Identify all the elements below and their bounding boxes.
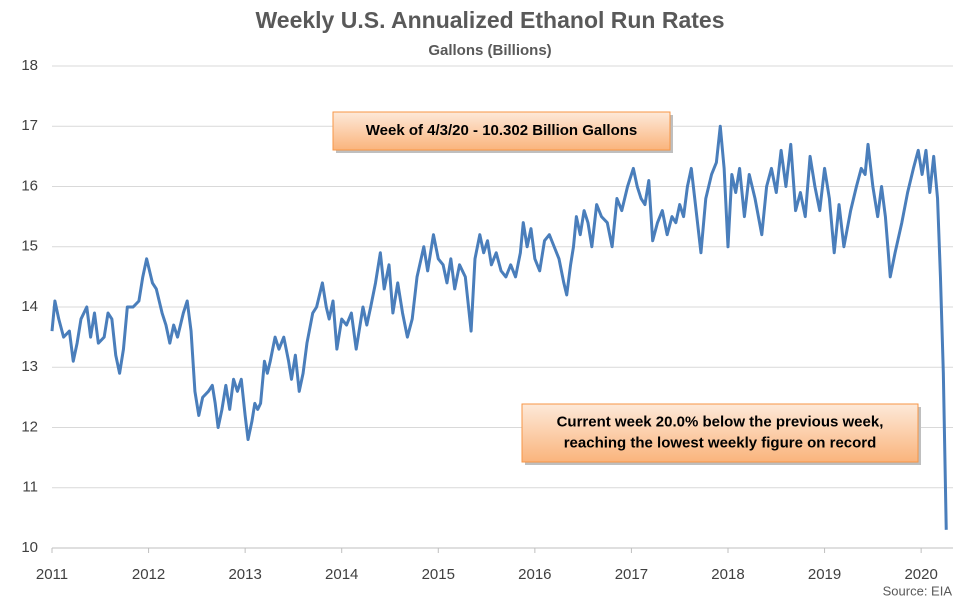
x-tick-label: 2011 [36, 566, 68, 583]
y-tick-label: 17 [21, 117, 38, 134]
y-tick-label: 10 [21, 539, 38, 556]
x-tick-label: 2017 [615, 566, 648, 583]
y-tick-label: 13 [21, 358, 38, 375]
chart-subtitle: Gallons (Billions) [428, 42, 551, 59]
annotation-text: Week of 4/3/20 - 10.302 Billion Gallons [366, 122, 638, 139]
x-tick-label: 2019 [808, 566, 841, 583]
annotation-text: Current week 20.0% below the previous we… [557, 413, 884, 430]
source: Source: EIA [883, 583, 953, 598]
y-tick-label: 11 [22, 479, 38, 496]
y-tick-label: 15 [21, 238, 38, 255]
annotation-box [332, 111, 671, 151]
x-tick-label: 2018 [711, 566, 744, 583]
x-tick-label: 2020 [904, 566, 937, 583]
x-tick-label: 2014 [325, 566, 358, 583]
y-tick-label: 14 [21, 298, 38, 315]
y-tick-label: 16 [21, 177, 38, 194]
annotation-box [521, 403, 919, 463]
x-tick-label: 2012 [132, 566, 165, 583]
data-line [50, 124, 948, 530]
annotation-text: reaching the lowest weekly figure on rec… [564, 434, 877, 451]
y-tick-label: 12 [21, 418, 38, 435]
y-tick-label: 18 [21, 57, 38, 74]
x-tick-label: 2015 [422, 566, 455, 583]
chart-title: Weekly U.S. Annualized Ethanol Run Rates [255, 7, 724, 33]
x-tick-label: 2016 [518, 566, 551, 583]
x-tick-label: 2013 [228, 566, 261, 583]
